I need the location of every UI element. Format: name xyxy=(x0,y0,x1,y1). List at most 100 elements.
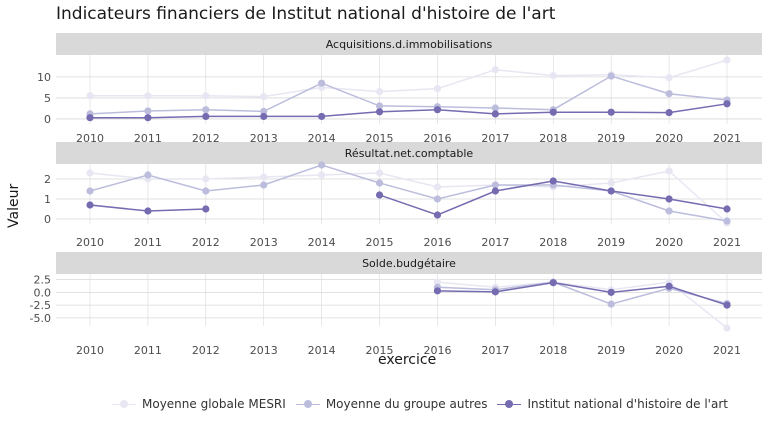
chart-legend: Moyenne globale MESRI Moyenne du groupe a… xyxy=(112,397,738,411)
x-tick-label: 2018 xyxy=(539,344,567,357)
data-point xyxy=(144,114,152,122)
data-point xyxy=(260,107,268,115)
data-point xyxy=(607,108,615,116)
series-line xyxy=(89,170,728,224)
x-tick-label: 2019 xyxy=(597,132,625,145)
x-tick-label: 2021 xyxy=(713,236,741,249)
x-tick-label: 2018 xyxy=(539,132,567,145)
data-point xyxy=(665,167,673,175)
series-line xyxy=(437,281,728,305)
legend-key xyxy=(295,397,320,411)
legend-key xyxy=(497,397,522,411)
data-point xyxy=(144,107,152,115)
legend-label: Institut national d'histoire de l'art xyxy=(527,397,728,411)
x-tick-label: 2013 xyxy=(250,236,278,249)
data-point xyxy=(202,106,210,114)
y-tick-label: 5 xyxy=(44,92,51,105)
x-tick-label: 2016 xyxy=(423,132,451,145)
data-point xyxy=(607,300,615,308)
data-point xyxy=(607,288,615,296)
legend-item: Moyenne globale MESRI xyxy=(112,397,286,411)
data-point xyxy=(607,179,615,187)
x-tick-label: 2011 xyxy=(134,132,162,145)
legend-key xyxy=(112,397,136,411)
x-tick-label: 2016 xyxy=(423,344,451,357)
data-point xyxy=(549,279,557,287)
data-point xyxy=(723,301,731,309)
x-tick-label: 2014 xyxy=(308,344,336,357)
x-tick-label: 2017 xyxy=(481,344,509,357)
x-tick-label: 2020 xyxy=(655,344,683,357)
y-axis-label: Valeur xyxy=(6,183,22,228)
x-tick-label: 2021 xyxy=(713,132,741,145)
data-point xyxy=(607,187,615,195)
x-tick-label: 2017 xyxy=(481,132,509,145)
data-point xyxy=(375,108,384,116)
data-point xyxy=(665,195,673,203)
y-tick-label: -5.0 xyxy=(30,312,51,325)
x-tick-label: 2012 xyxy=(192,236,220,249)
data-point xyxy=(665,207,673,215)
data-point xyxy=(433,195,442,203)
data-point xyxy=(549,177,557,185)
y-tick-label: 0 xyxy=(44,213,51,226)
data-point xyxy=(318,171,326,179)
x-tick-label: 2010 xyxy=(76,236,104,249)
data-point xyxy=(549,72,557,80)
data-point xyxy=(202,205,210,213)
data-point xyxy=(260,93,268,101)
data-point xyxy=(491,66,499,74)
data-point xyxy=(549,108,557,116)
data-point xyxy=(723,205,731,213)
x-tick-label: 2011 xyxy=(134,344,162,357)
data-point xyxy=(433,106,442,114)
x-tick-label: 2016 xyxy=(423,236,451,249)
data-point xyxy=(202,187,210,195)
x-tick-label: 2015 xyxy=(366,132,394,145)
x-tick-label: 2011 xyxy=(134,236,162,249)
legend-item: Institut national d'histoire de l'art xyxy=(497,397,728,411)
y-tick-label: 1 xyxy=(44,193,51,206)
data-point xyxy=(375,169,384,177)
data-point xyxy=(665,90,673,98)
facet-strip xyxy=(56,33,762,55)
data-point xyxy=(433,278,442,286)
series-line xyxy=(437,281,728,306)
y-tick-label: 2.5 xyxy=(34,274,52,287)
facet-strip-label: Acquisitions.d.immobilisations xyxy=(326,38,493,51)
data-point xyxy=(491,288,499,296)
data-point xyxy=(723,56,731,64)
x-tick-label: 2012 xyxy=(192,344,220,357)
data-point xyxy=(665,109,673,117)
data-point xyxy=(375,102,384,110)
data-point xyxy=(665,282,673,290)
data-point xyxy=(491,181,499,189)
data-point xyxy=(375,191,384,199)
x-tick-label: 2017 xyxy=(481,236,509,249)
data-point xyxy=(144,92,152,100)
y-tick-label: -2.5 xyxy=(30,299,51,312)
x-tick-label: 2014 xyxy=(308,132,336,145)
x-tick-label: 2013 xyxy=(250,132,278,145)
data-point xyxy=(433,211,442,219)
legend-key-point xyxy=(303,400,312,408)
data-point xyxy=(260,173,268,181)
legend-key-point xyxy=(120,400,128,408)
data-point xyxy=(375,88,384,96)
data-point xyxy=(491,110,499,118)
series-line xyxy=(89,75,728,115)
series-line xyxy=(90,103,728,119)
x-tick-label: 2015 xyxy=(366,236,394,249)
data-point xyxy=(202,175,210,183)
facet-strip-label: Solde.budgétaire xyxy=(362,257,456,270)
legend-key-point xyxy=(505,400,514,408)
data-point xyxy=(723,100,731,108)
x-tick-label: 2018 xyxy=(539,236,567,249)
y-tick-label: 2 xyxy=(44,173,51,186)
data-point xyxy=(607,72,615,80)
data-point xyxy=(202,92,210,100)
data-point xyxy=(86,187,94,195)
facet-strip xyxy=(56,252,762,274)
data-point xyxy=(723,217,731,225)
